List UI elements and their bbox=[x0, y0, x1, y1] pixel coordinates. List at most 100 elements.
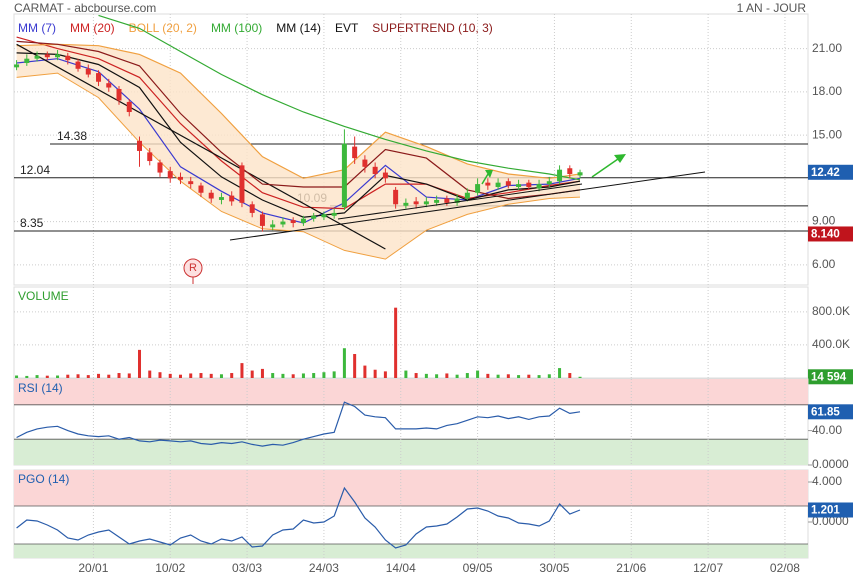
candle-body bbox=[372, 166, 378, 175]
zone bbox=[14, 379, 808, 405]
legend-entry: MM (20) bbox=[70, 21, 115, 35]
volume-bar bbox=[25, 375, 29, 378]
event-icon: R bbox=[183, 258, 203, 284]
candle-body bbox=[464, 192, 470, 199]
candle-body bbox=[126, 101, 132, 113]
volume-bar bbox=[414, 373, 418, 378]
arrow-head bbox=[485, 170, 493, 178]
zone bbox=[14, 544, 808, 558]
legend-entry: EVT bbox=[335, 21, 359, 35]
candle-body bbox=[434, 199, 440, 203]
panel-frame bbox=[13, 286, 809, 379]
volume-bar bbox=[189, 373, 193, 378]
indicator-line bbox=[16, 486, 581, 549]
volume-bar bbox=[486, 373, 490, 378]
candle-body bbox=[341, 143, 347, 208]
candle-body bbox=[75, 61, 81, 69]
indicator-line bbox=[16, 43, 581, 179]
volume-bar bbox=[404, 370, 408, 378]
panel: 4.000 0.0000 PGO (14) bbox=[13, 469, 849, 559]
candle-body bbox=[362, 159, 368, 167]
y-tick-label: 400.0K bbox=[812, 337, 850, 351]
candle-body bbox=[239, 165, 245, 203]
candle-body bbox=[229, 195, 235, 202]
volume-bar bbox=[76, 374, 80, 378]
price-tag bbox=[808, 164, 853, 180]
candle-body bbox=[147, 152, 153, 162]
volume-bar bbox=[496, 374, 500, 378]
level-label: 14.38 bbox=[57, 129, 87, 143]
price-tag bbox=[808, 226, 853, 242]
volume-bar bbox=[547, 374, 551, 378]
x-tick-label: 21/06 bbox=[616, 561, 646, 575]
candle-body bbox=[444, 198, 450, 203]
candle-body bbox=[65, 55, 71, 61]
candle-body bbox=[495, 182, 501, 187]
volume-bar bbox=[342, 348, 346, 378]
x-tick-label: 09/05 bbox=[463, 561, 493, 575]
volume-bar bbox=[199, 373, 203, 378]
price-tag bbox=[808, 404, 853, 420]
price-tag-label: 1.201 bbox=[811, 505, 840, 517]
volume-bar bbox=[56, 375, 60, 378]
volume-bar bbox=[301, 373, 305, 378]
volume-bar bbox=[435, 374, 439, 378]
volume-bar bbox=[86, 375, 90, 378]
candle-body bbox=[44, 54, 50, 58]
y-tick-label: 0.0000 bbox=[812, 514, 849, 528]
x-tick-label: 12/07 bbox=[693, 561, 723, 575]
candle-body bbox=[454, 198, 460, 203]
legend-entry: MM (14) bbox=[276, 21, 321, 35]
legend-entry: MM (7) bbox=[18, 21, 56, 35]
price-tag-label: 12.42 bbox=[811, 167, 840, 179]
volume-bar bbox=[45, 375, 49, 378]
x-tick-label: 20/01 bbox=[78, 561, 108, 575]
volume-bar bbox=[332, 371, 336, 378]
y-tick-label: 21.00 bbox=[812, 41, 842, 55]
volume-bar bbox=[558, 368, 562, 378]
volume-bar bbox=[250, 370, 254, 378]
level-label: 8.35 bbox=[20, 216, 44, 230]
candle-body bbox=[249, 204, 255, 213]
volume-bar bbox=[230, 373, 234, 378]
candle-body bbox=[475, 184, 481, 193]
volume-bar bbox=[476, 370, 480, 378]
volume-bar bbox=[138, 349, 142, 378]
candle-body bbox=[536, 184, 542, 189]
candle-body bbox=[24, 58, 30, 64]
zone bbox=[14, 439, 808, 465]
volume-bar bbox=[383, 371, 387, 378]
period: 1 AN - JOUR bbox=[737, 1, 807, 15]
event-marker: R bbox=[189, 262, 197, 274]
arrow bbox=[591, 158, 619, 178]
legend-entry: SUPERTREND (10, 3) bbox=[372, 21, 492, 35]
indicator-line bbox=[98, 14, 581, 181]
candle-body bbox=[485, 182, 491, 186]
volume-bar bbox=[568, 373, 572, 378]
volume-bar bbox=[260, 368, 264, 378]
volume-bar bbox=[506, 374, 510, 378]
volume-bar bbox=[445, 373, 449, 378]
volume-bar bbox=[35, 375, 39, 378]
page-title: CARMAT - abcbourse.com bbox=[14, 1, 156, 15]
panel-title: VOLUME bbox=[18, 289, 69, 303]
price-tag-label: 8.140 bbox=[811, 229, 840, 241]
zone bbox=[14, 470, 808, 506]
volume-bar bbox=[527, 374, 531, 378]
plot-layer: 21.0018.0015.009.006.0014.3812.0410.098.… bbox=[13, 13, 853, 575]
price-tag-label: 61.85 bbox=[811, 406, 840, 418]
y-tick-label: 6.00 bbox=[812, 257, 836, 271]
candle-body bbox=[352, 146, 358, 159]
volume-bar bbox=[281, 373, 285, 378]
volume-bar bbox=[465, 373, 469, 378]
candle-body bbox=[177, 176, 183, 180]
trend-lines bbox=[229, 171, 706, 241]
volume-bar bbox=[178, 374, 182, 378]
candle-body bbox=[34, 55, 40, 59]
candle-body bbox=[96, 73, 102, 82]
price-tag-label: 14 594 bbox=[811, 371, 847, 383]
volume-bar bbox=[363, 365, 367, 378]
candle-body bbox=[85, 68, 91, 75]
y-tick-label: 40.00 bbox=[812, 423, 842, 437]
